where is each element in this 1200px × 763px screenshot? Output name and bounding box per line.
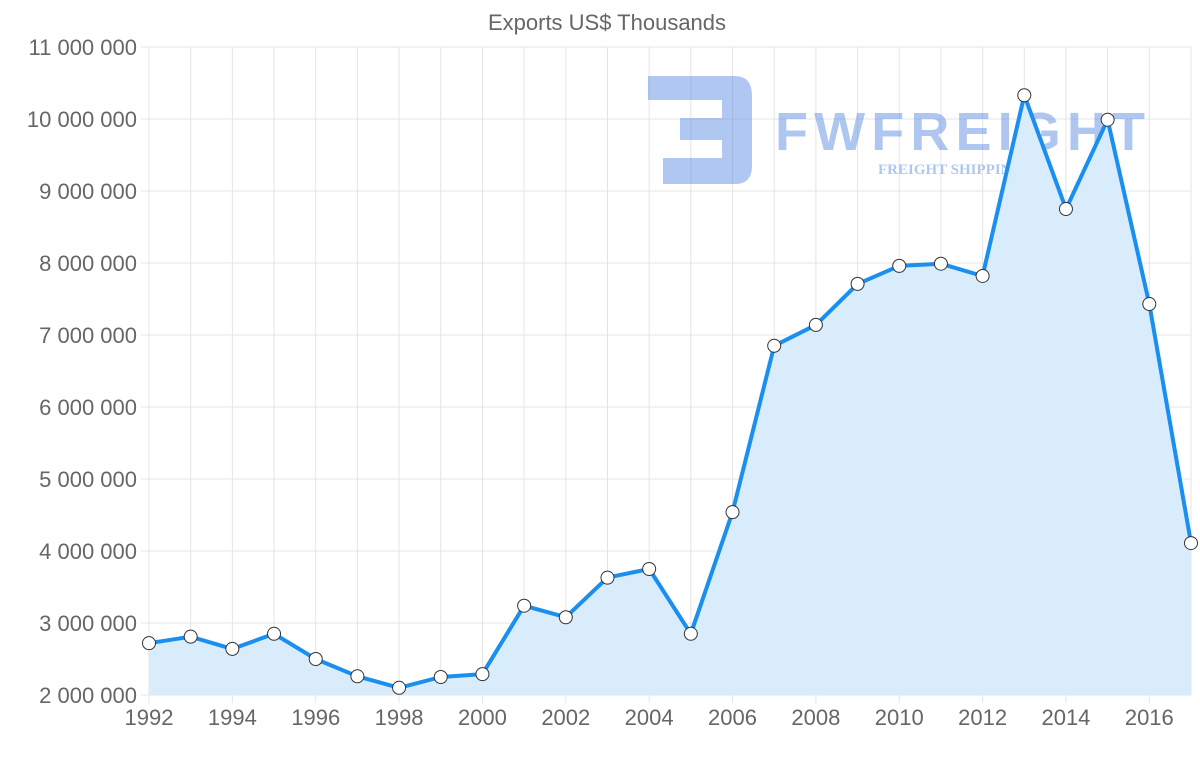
data-point: [975, 268, 990, 283]
y-tick-label: 2 000 000: [39, 683, 137, 708]
x-tick-label: 1992: [125, 705, 174, 730]
data-point: [475, 667, 490, 682]
series-exports: [142, 88, 1198, 695]
x-tick-label: 2012: [958, 705, 1007, 730]
data-point: [1184, 536, 1198, 551]
y-tick-label: 9 000 000: [39, 179, 137, 204]
data-point: [183, 629, 198, 644]
series-line: [148, 93, 1193, 690]
data-point: [933, 256, 948, 271]
y-tick-label: 5 000 000: [39, 467, 137, 492]
y-tick-label: 4 000 000: [39, 539, 137, 564]
data-point: [683, 626, 698, 641]
data-point: [433, 670, 448, 684]
y-tick-label: 8 000 000: [39, 251, 137, 276]
x-tick-label: 2016: [1125, 705, 1174, 730]
watermark-logo: FWFREIGHT FREIGHT SHIPPING: [648, 76, 1145, 184]
data-point: [808, 317, 823, 332]
chart-title: Exports US$ Thousands: [488, 10, 726, 35]
data-point: [1017, 88, 1032, 103]
data-point: [600, 570, 615, 585]
x-tick-label: 2002: [541, 705, 590, 730]
data-point: [767, 338, 782, 353]
data-point: [1142, 297, 1157, 312]
y-tick-label: 3 000 000: [39, 611, 137, 636]
x-tick-label: 2008: [791, 705, 840, 730]
data-point: [1100, 112, 1115, 127]
data-point: [892, 258, 907, 273]
y-tick-label: 10 000 000: [27, 107, 137, 132]
data-point: [142, 636, 156, 651]
data-point: [225, 641, 240, 656]
area-fill: [149, 95, 1191, 695]
data-point: [517, 598, 532, 613]
svg-text:FREIGHT SHIPPING: FREIGHT SHIPPING: [878, 162, 1023, 178]
y-tick-label: 6 000 000: [39, 395, 137, 420]
data-point: [558, 610, 573, 625]
data-point: [350, 669, 365, 684]
data-point: [850, 276, 865, 291]
y-tick-label: 7 000 000: [39, 323, 137, 348]
data-point: [308, 652, 323, 666]
data-point: [1058, 202, 1073, 216]
x-tick-label: 2000: [458, 705, 507, 730]
x-axis: 1992 1994 1996 1998 2000 2002 2004 2006 2008 2010…: [125, 705, 1174, 730]
svg-text:FWFREIGHT: FWFREIGHT: [775, 102, 1145, 162]
x-tick-label: 1998: [375, 705, 424, 730]
y-axis: 2 000 000 3 000 000 4 000 000 5 000 000 6 00…: [27, 35, 137, 708]
y-tick-label: 11 000 000: [29, 35, 137, 60]
data-point: [267, 626, 282, 641]
x-tick-label: 2006: [708, 705, 757, 730]
x-tick-label: 2010: [875, 705, 924, 730]
x-tick-label: 1994: [208, 705, 257, 730]
x-tick-label: 2004: [625, 705, 674, 730]
data-point: [725, 505, 740, 520]
data-point: [392, 680, 407, 695]
x-tick-label: 1996: [291, 705, 340, 730]
data-point: [642, 562, 657, 576]
x-tick-label: 2014: [1041, 705, 1090, 730]
